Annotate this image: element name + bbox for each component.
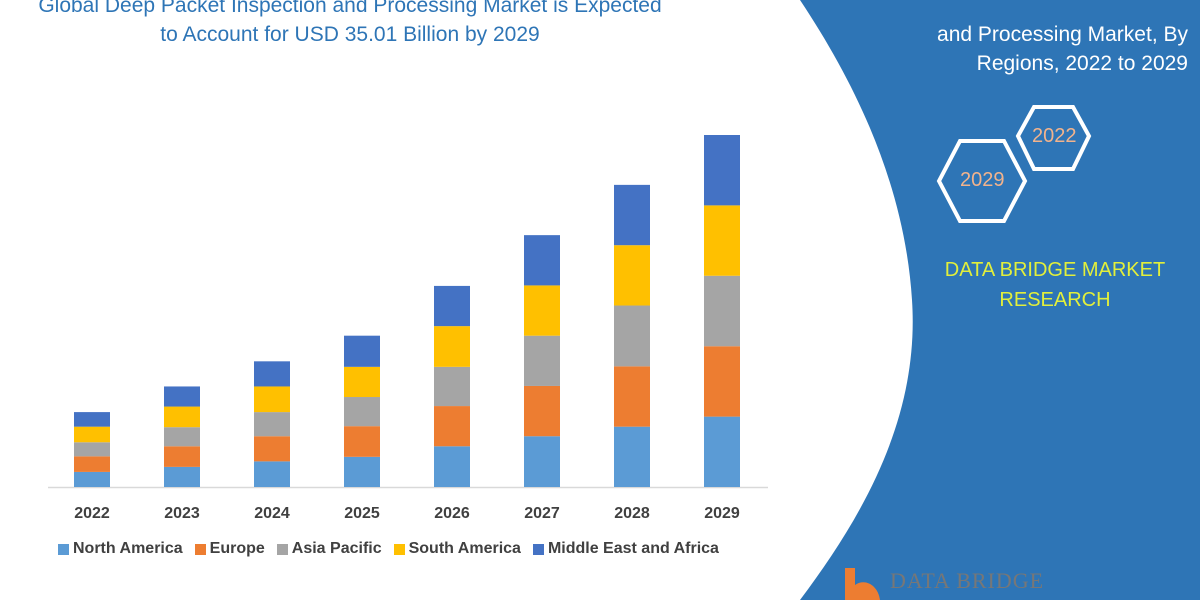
bar-segment-2026-4 — [434, 285, 470, 327]
legend-label: South America — [408, 540, 521, 557]
x-tick-label: 2025 — [344, 505, 380, 522]
legend-swatch — [194, 543, 206, 555]
bar-segment-2028-1 — [614, 366, 650, 427]
bar-segment-2027-2 — [524, 335, 560, 386]
side-title-line-1: and Processing Market, By — [937, 23, 1188, 46]
bar-segment-2025-1 — [344, 426, 380, 457]
bar-segment-2029-2 — [704, 275, 740, 347]
x-tick-label: 2023 — [164, 505, 200, 522]
legend-item: Europe — [194, 540, 265, 558]
legend-swatch — [393, 543, 405, 555]
bar-segment-2025-3 — [344, 366, 380, 398]
bar-segment-2026-3 — [434, 326, 470, 367]
bar-segment-2029-1 — [704, 346, 740, 417]
bar-segment-2024-1 — [254, 436, 290, 462]
x-tick-label: 2022 — [74, 505, 110, 522]
bar-segment-2024-4 — [254, 361, 290, 387]
bar-segment-2023-2 — [164, 427, 200, 447]
x-tick-label: 2026 — [434, 505, 470, 522]
bar-segment-2029-4 — [704, 135, 740, 206]
stacked-bar-chart: 2022 2023 2024 2025 2026 2027 2028 2029 — [48, 135, 768, 522]
x-tick-label: 2029 — [704, 505, 740, 522]
bar-segment-2022-1 — [74, 456, 110, 472]
legend-item: Middle East and Africa — [532, 540, 719, 558]
legend-item: Asia Pacific — [276, 540, 382, 558]
bar-segment-2025-2 — [344, 397, 380, 427]
x-tick-label: 2024 — [254, 505, 290, 522]
hexagon-2029 — [936, 139, 1028, 223]
bar-segment-2027-1 — [524, 385, 560, 437]
legend-label: Middle East and Africa — [547, 540, 719, 557]
title-line-1: Global Deep Packet Inspection and Proces… — [38, 0, 662, 17]
bar-segment-2028-4 — [614, 184, 650, 246]
bar-segment-2025-0 — [344, 456, 380, 487]
bar-segment-2024-3 — [254, 386, 290, 413]
bar-segment-2028-3 — [614, 245, 650, 306]
brand-text: DATA BRIDGE MARKET RESEARCH — [905, 255, 1200, 315]
bar-segment-2022-0 — [74, 471, 110, 487]
bar-segment-2023-4 — [164, 386, 200, 407]
bar-segment-2028-2 — [614, 305, 650, 367]
side-title: and Processing Market, By Regions, 2022 … — [828, 0, 1188, 78]
side-title-line-2: Regions, 2022 to 2029 — [976, 52, 1188, 75]
x-tick-label: 2027 — [524, 505, 560, 522]
bar-segment-2027-3 — [524, 285, 560, 336]
legend-label: North America — [73, 540, 183, 557]
bar-segment-2029-3 — [704, 205, 740, 276]
hex-label-2022: 2022 — [1032, 125, 1077, 147]
legend-label: Europe — [209, 540, 265, 557]
hex-label-2029: 2029 — [960, 169, 1005, 191]
side-panel-shape — [800, 0, 1200, 600]
bar-segment-2022-3 — [74, 426, 110, 443]
legend-swatch — [532, 543, 544, 555]
x-tick-label: 2028 — [614, 505, 650, 522]
bar-segment-2022-2 — [74, 442, 110, 457]
legend-swatch — [276, 543, 288, 555]
legend: North America Europe Asia Pacific South Ame… — [58, 540, 719, 558]
legend-swatch — [58, 543, 69, 555]
legend-label: Asia Pacific — [291, 540, 382, 557]
bar-segment-2024-0 — [254, 461, 290, 487]
chart-title: Global Deep Packet Inspection and Proces… — [0, 0, 700, 49]
bar-segment-2028-0 — [614, 426, 650, 487]
bar-segment-2025-4 — [344, 335, 380, 367]
brand-line-2: RESEARCH — [999, 289, 1111, 311]
bar-segment-2026-1 — [434, 406, 470, 447]
logo-text: DATA BRIDGE — [890, 568, 1045, 593]
bar-segment-2023-1 — [164, 446, 200, 467]
legend-item: North America — [58, 540, 183, 558]
brand-line-1: DATA BRIDGE MARKET — [944, 259, 1166, 281]
bar-segment-2023-0 — [164, 466, 200, 487]
hexagon-2022 — [1015, 105, 1092, 171]
bar-segment-2026-2 — [434, 366, 470, 407]
bar-segment-2022-4 — [74, 412, 110, 427]
bar-segment-2029-0 — [704, 416, 740, 487]
bar-segment-2027-0 — [524, 436, 560, 487]
legend-item: South America — [393, 540, 521, 558]
bar-segment-2023-3 — [164, 406, 200, 428]
bar-segment-2027-4 — [524, 235, 560, 286]
logo-icon — [845, 568, 880, 600]
bar-segment-2026-0 — [434, 446, 470, 487]
bar-segment-2024-2 — [254, 412, 290, 437]
title-line-2: to Account for USD 35.01 Billion by 2029 — [160, 23, 540, 46]
